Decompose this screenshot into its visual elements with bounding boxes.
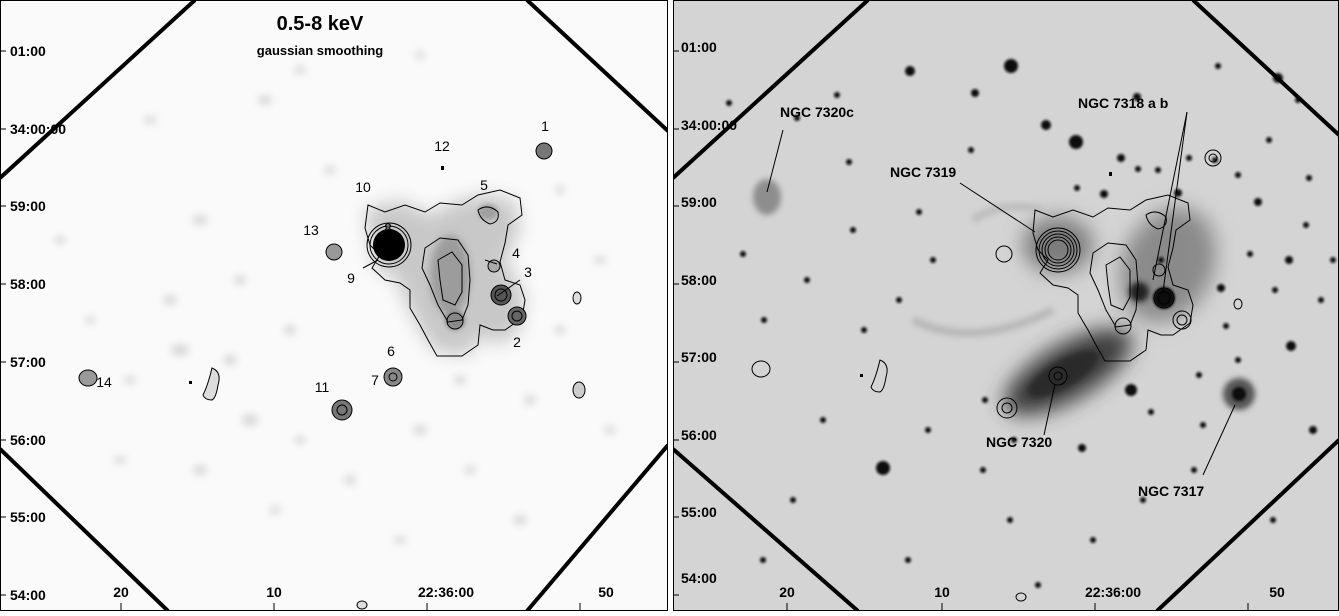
label-source-10: 10 <box>355 179 371 195</box>
label-ngc7319: NGC 7319 <box>890 164 956 180</box>
optical-contours <box>751 149 1243 602</box>
label-source-11: 11 <box>315 379 330 395</box>
source-2 <box>507 306 527 326</box>
y-axis-labels: 01:00 34:00:00 59:00 58:00 57:00 56:00 5… <box>681 39 737 586</box>
x-tick-label: 20 <box>779 584 795 600</box>
y-tick-label: 57:00 <box>10 354 46 370</box>
galaxy-bodies <box>753 179 1255 416</box>
source-4 <box>487 259 501 273</box>
leader-lines <box>362 259 521 297</box>
label-source-7: 7 <box>371 372 379 388</box>
xray-background <box>0 0 668 611</box>
source-12 <box>441 166 444 170</box>
axis-ticks <box>0 50 581 611</box>
y-tick-label: 34:00:00 <box>681 117 737 133</box>
y-tick-label: 01:00 <box>681 39 717 55</box>
x-tick-label: 50 <box>1269 584 1285 600</box>
y-tick-label: 54:00 <box>681 570 717 586</box>
label-source-14: 14 <box>96 374 112 390</box>
star-dot <box>1109 172 1112 176</box>
optical-image: NGC 7320c NGC 7319 NGC 7318 a b NGC 7320… <box>671 0 1339 613</box>
label-source-1: 1 <box>541 118 549 134</box>
x-tick-label: 20 <box>113 584 129 600</box>
label-ngc7318ab: NGC 7318 a b <box>1078 95 1168 111</box>
source-6 <box>383 367 403 387</box>
label-ngc7317: NGC 7317 <box>1138 483 1204 499</box>
y-tick-label: 55:00 <box>10 509 46 525</box>
source-8 <box>366 222 412 268</box>
y-tick-label: 59:00 <box>681 194 717 210</box>
x-tick-label: 50 <box>598 584 614 600</box>
x-axis-labels: 20 10 22:36:00 50 <box>779 584 1285 600</box>
label-source-2: 2 <box>513 334 521 350</box>
panel-title: 0.5-8 keV <box>277 13 364 35</box>
y-tick-label: 55:00 <box>681 504 717 520</box>
y-tick-label: 34:00:00 <box>10 121 66 137</box>
x-tick-label: 22:36:00 <box>418 584 474 600</box>
x-tick-label: 22:36:00 <box>1085 584 1141 600</box>
panel-subtitle: gaussian smoothing <box>257 43 383 58</box>
pointer-lines <box>766 111 1236 476</box>
faint-sources <box>189 291 586 610</box>
galaxy-labels: NGC 7320c NGC 7319 NGC 7318 a b NGC 7320… <box>780 95 1204 499</box>
label-source-6: 6 <box>387 343 395 359</box>
x-tick-label: 10 <box>934 584 950 600</box>
y-tick-label: 57:00 <box>681 349 717 365</box>
source-14 <box>78 369 98 387</box>
xray-sources <box>78 142 586 610</box>
label-ngc7320: NGC 7320 <box>986 434 1052 450</box>
source-11 <box>331 399 353 421</box>
x-tick-label: 10 <box>266 584 282 600</box>
source-13 <box>325 243 343 261</box>
optical-background <box>673 0 1339 611</box>
fov-edges <box>0 0 670 613</box>
y-tick-label: 54:00 <box>10 587 46 603</box>
x-axis-labels: 20 10 22:36:00 50 <box>113 584 614 600</box>
label-source-8: 8 <box>384 220 392 236</box>
source-labels: 1 2 3 4 5 6 7 8 9 10 11 12 13 14 <box>96 118 549 395</box>
y-tick-label: 58:00 <box>681 272 717 288</box>
xray-panel: 1 2 3 4 5 6 7 8 9 10 11 12 13 14 0.5-8 k… <box>0 0 670 613</box>
label-source-3: 3 <box>524 264 532 280</box>
fov-edges <box>671 0 1339 613</box>
y-tick-label: 58:00 <box>10 276 46 292</box>
xray-image: 1 2 3 4 5 6 7 8 9 10 11 12 13 14 0.5-8 k… <box>0 0 670 613</box>
y-tick-label: 01:00 <box>10 43 46 59</box>
label-source-9: 9 <box>347 270 355 286</box>
label-source-5: 5 <box>480 177 488 193</box>
y-axis-labels: 01:00 34:00:00 59:00 58:00 57:00 56:00 5… <box>10 43 66 603</box>
y-tick-label: 59:00 <box>10 198 46 214</box>
axis-ticks <box>673 50 1249 611</box>
star-dot <box>860 374 863 377</box>
background-noise <box>54 51 616 544</box>
optical-panel: NGC 7320c NGC 7319 NGC 7318 a b NGC 7320… <box>671 0 1339 613</box>
y-tick-label: 56:00 <box>10 432 46 448</box>
label-source-12: 12 <box>434 138 450 154</box>
label-source-13: 13 <box>303 222 319 238</box>
label-ngc7320c: NGC 7320c <box>780 104 854 120</box>
source-1 <box>535 142 553 160</box>
y-tick-label: 56:00 <box>681 427 717 443</box>
label-source-4: 4 <box>512 245 520 261</box>
